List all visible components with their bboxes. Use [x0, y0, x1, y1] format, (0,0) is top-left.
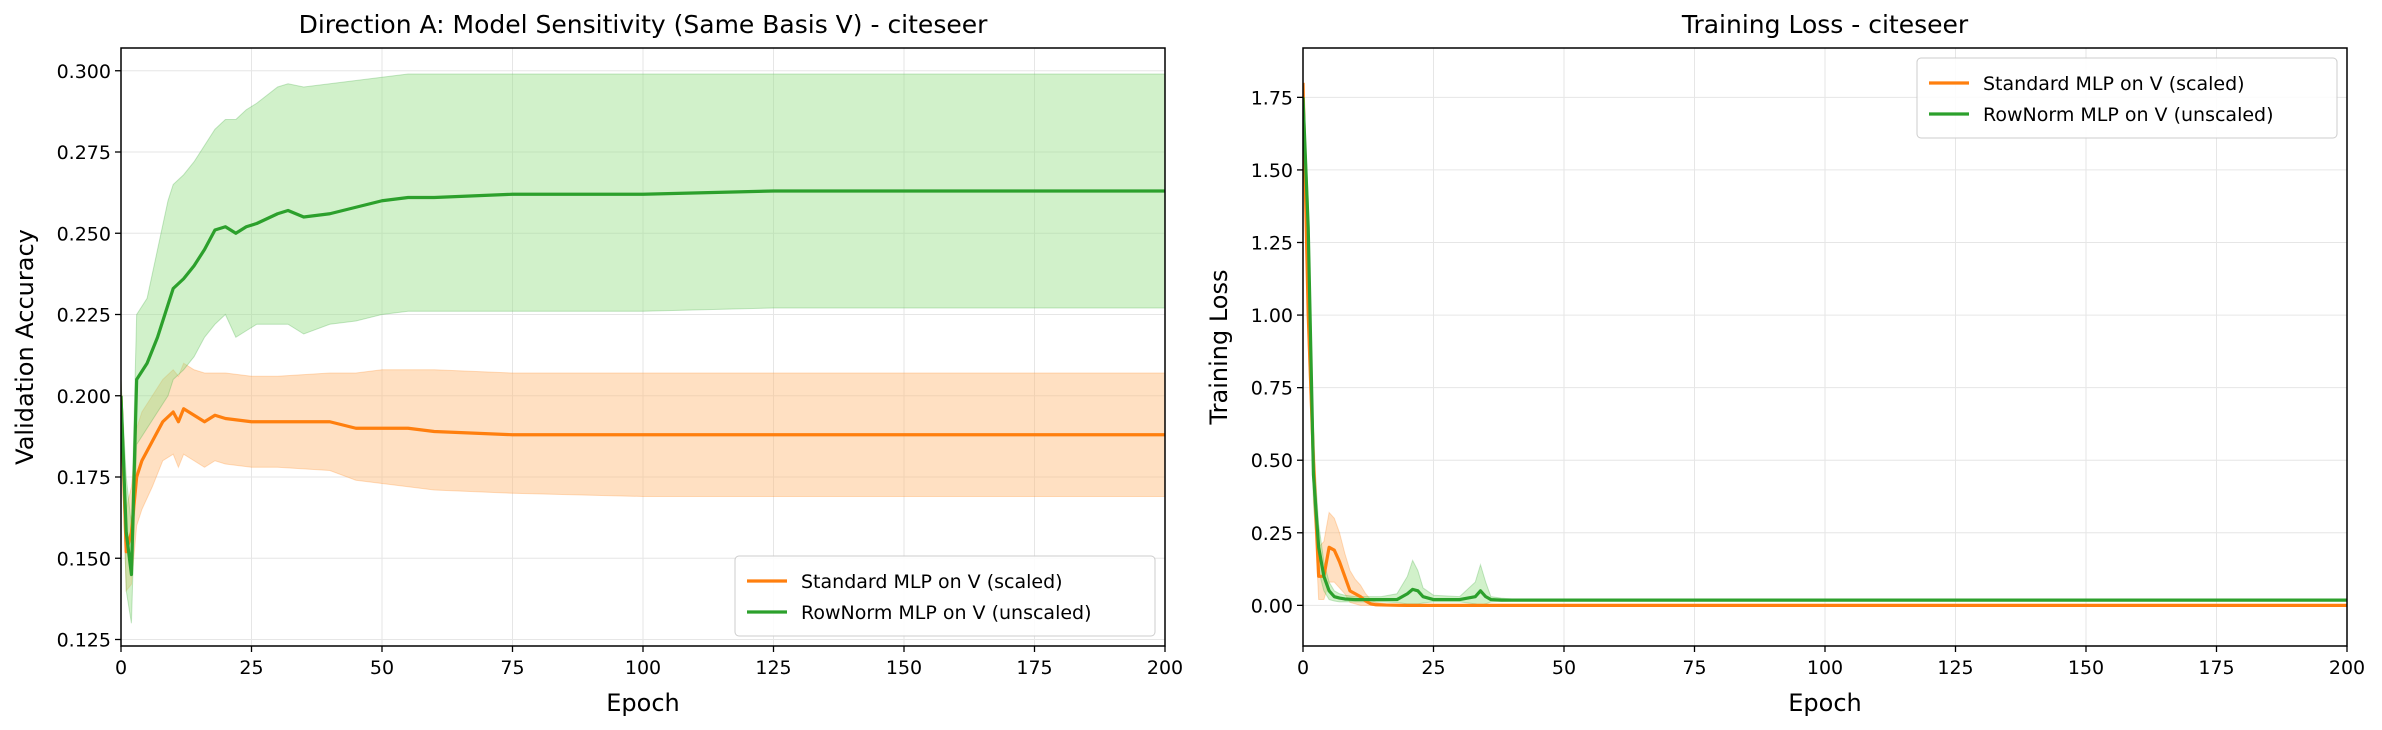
legend-box: [734, 555, 1156, 637]
legend-label-0: Standard MLP on V (scaled): [801, 571, 1063, 593]
x-tick-label: 125: [1937, 657, 1973, 679]
plot-area: [1303, 77, 2347, 607]
x-axis-label: Epoch: [606, 689, 680, 717]
y-tick-label: 0.275: [57, 142, 111, 164]
x-tick-label: 175: [1016, 657, 1052, 679]
series-band-1: [1303, 88, 2347, 606]
x-axis-label: Epoch: [1788, 689, 1862, 717]
x-tick-label: 0: [1297, 657, 1309, 679]
legend-label-1: RowNorm MLP on V (unscaled): [801, 602, 1092, 624]
series-band-0: [121, 362, 1165, 593]
x-tick-label: 0: [115, 657, 127, 679]
series-line-1: [1303, 97, 2347, 602]
x-tick-label: 25: [1421, 657, 1445, 679]
chart-title: Direction A: Model Sensitivity (Same Bas…: [299, 10, 988, 39]
x-tick-label: 150: [2068, 657, 2104, 679]
y-axis-label: Validation Accuracy: [11, 229, 39, 465]
accuracy-panel: 0 25 50 75 100 125 150 175 200 0.125 0.150 0.175 0.2…: [11, 10, 1183, 717]
series-band-1: [121, 73, 1165, 624]
x-tick-label: 100: [625, 657, 661, 679]
y-tick-label: 1.00: [1251, 305, 1293, 327]
series-line-0: [1303, 82, 2347, 607]
x-tick-label: 125: [755, 657, 791, 679]
y-tick-label: 0.00: [1251, 595, 1293, 617]
y-axis-label: Training Loss: [1205, 270, 1233, 426]
x-tick-label: 25: [239, 657, 263, 679]
y-tick-label: 1.25: [1251, 232, 1293, 254]
legend: Standard MLP on V (scaled) RowNorm MLP on…: [1916, 57, 2338, 139]
y-tick-label: 0.300: [57, 61, 111, 83]
y-tick-label: 0.75: [1251, 378, 1293, 400]
x-tick-label: 50: [1552, 657, 1576, 679]
loss-panel: 0 25 50 75 100 125 150 175 200 0.00 0.25 0.50 0.75 1.…: [1205, 10, 2365, 717]
chart-title: Training Loss - citeseer: [1681, 10, 1969, 39]
x-tick-label: 75: [1682, 657, 1706, 679]
series-band-0: [1303, 77, 2347, 606]
x-tick-label: 100: [1807, 657, 1843, 679]
y-tick-label: 0.225: [57, 305, 111, 327]
x-tick-label: 200: [2329, 657, 2365, 679]
y-tick-label: 0.50: [1251, 450, 1293, 472]
x-tick-label: 150: [886, 657, 922, 679]
y-tick-label: 0.25: [1251, 523, 1293, 545]
y-tick-label: 1.50: [1251, 160, 1293, 182]
y-tick-label: 0.175: [57, 467, 111, 489]
y-tick-label: 1.75: [1251, 87, 1293, 109]
legend-label-0: Standard MLP on V (scaled): [1983, 73, 2245, 95]
legend: Standard MLP on V (scaled) RowNorm MLP on…: [734, 555, 1156, 637]
x-tick-label: 175: [2198, 657, 2234, 679]
x-tick-label: 50: [370, 657, 394, 679]
x-tick-label: 200: [1147, 657, 1183, 679]
series-line-0: [121, 395, 1165, 554]
y-tick-label: 0.200: [57, 386, 111, 408]
plot-area: [121, 73, 1165, 624]
x-tick-label: 75: [500, 657, 524, 679]
y-tick-label: 0.150: [57, 548, 111, 570]
legend-box: [1916, 57, 2338, 139]
y-tick-label: 0.125: [57, 630, 111, 652]
legend-label-1: RowNorm MLP on V (unscaled): [1983, 104, 2274, 126]
series-line-1: [121, 189, 1165, 577]
y-tick-label: 0.250: [57, 223, 111, 245]
